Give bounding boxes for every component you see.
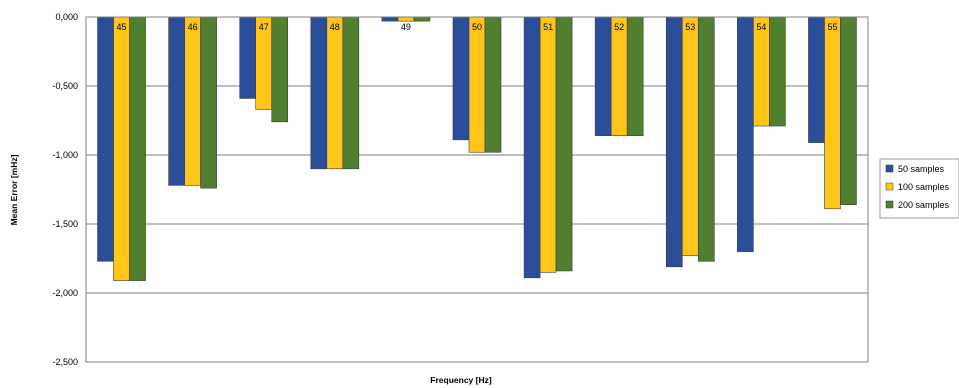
bar	[737, 16, 754, 252]
bar	[168, 16, 185, 186]
bar	[413, 16, 431, 22]
legend: 50 samples 100 samples 200 samples	[879, 158, 959, 219]
bar	[840, 16, 857, 205]
category-label: 48	[330, 22, 340, 32]
category-label: 53	[685, 22, 695, 32]
category-label: 54	[756, 22, 766, 32]
bar	[824, 16, 841, 210]
bar	[681, 16, 699, 257]
bar	[753, 16, 770, 127]
bar	[594, 16, 612, 136]
x-axis-title: Frequency [Hz]	[430, 375, 492, 385]
bar	[200, 16, 217, 189]
category-label: 50	[472, 22, 482, 32]
bar	[697, 16, 715, 262]
bar	[626, 16, 644, 136]
category-label: 51	[543, 22, 553, 32]
y-tick-label: -0,500	[52, 81, 78, 91]
bar	[468, 16, 486, 153]
category-label: 47	[259, 22, 269, 32]
y-axis-tick-labels: 0,000 -0,500 -1,000 -1,500 -2,000 -2,500	[52, 12, 78, 367]
bar	[397, 16, 415, 22]
bar	[808, 16, 825, 143]
bar	[484, 16, 502, 153]
y-tick-label: -1,000	[52, 150, 78, 160]
bar	[665, 16, 683, 268]
legend-items: 50 samples 100 samples 200 samples	[885, 164, 950, 210]
y-tick-label: -1,500	[52, 219, 78, 229]
bar	[452, 16, 470, 141]
category-label: 45	[117, 22, 127, 32]
legend-label: 200 samples	[898, 200, 950, 210]
legend-swatch	[885, 182, 894, 191]
bar	[381, 16, 399, 22]
legend-label: 100 samples	[898, 182, 950, 192]
bar	[129, 16, 146, 281]
legend-swatch	[885, 164, 894, 173]
bar	[769, 16, 786, 127]
category-label: 55	[827, 22, 837, 32]
legend-label: 50 samples	[898, 164, 945, 174]
bar	[539, 16, 557, 273]
bar	[326, 16, 344, 170]
category-label: 49	[401, 22, 411, 32]
y-axis-title: Mean Error [mHz]	[9, 154, 19, 225]
bar	[97, 16, 114, 262]
bar	[310, 16, 328, 170]
bar	[184, 16, 201, 186]
y-tick-label: 0,000	[55, 12, 78, 22]
bar	[342, 16, 360, 170]
bar	[610, 16, 628, 136]
bar	[523, 16, 541, 279]
y-tick-label: -2,000	[52, 288, 78, 298]
y-tick-label: -2,500	[52, 357, 78, 367]
legend-swatch	[885, 200, 894, 209]
bar	[555, 16, 573, 272]
category-labels: 45 46 47 48 49 50 51 52 53 54 55	[117, 22, 838, 32]
bar	[239, 16, 257, 99]
bar	[271, 16, 289, 123]
category-label: 46	[188, 22, 198, 32]
category-label: 52	[614, 22, 624, 32]
bar	[113, 16, 130, 281]
